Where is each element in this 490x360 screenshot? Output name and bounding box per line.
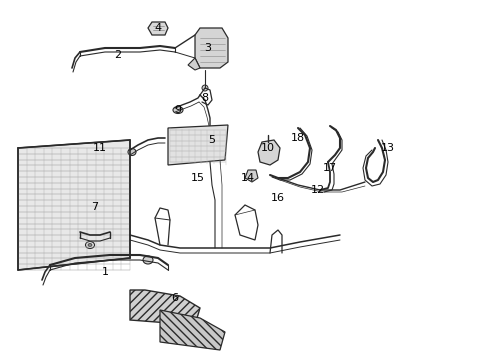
Text: 10: 10 xyxy=(261,143,275,153)
Text: 5: 5 xyxy=(209,135,216,145)
Polygon shape xyxy=(148,22,168,35)
Polygon shape xyxy=(18,140,130,270)
Text: 2: 2 xyxy=(115,50,122,60)
Text: 17: 17 xyxy=(323,163,337,173)
Text: 6: 6 xyxy=(172,293,178,303)
Polygon shape xyxy=(245,170,258,182)
Ellipse shape xyxy=(143,256,153,264)
Ellipse shape xyxy=(128,149,136,156)
Ellipse shape xyxy=(88,243,92,247)
Text: 18: 18 xyxy=(291,133,305,143)
Text: 7: 7 xyxy=(92,202,98,212)
Polygon shape xyxy=(168,125,228,165)
Polygon shape xyxy=(160,310,225,350)
Polygon shape xyxy=(195,28,228,68)
Ellipse shape xyxy=(173,107,183,113)
Text: 16: 16 xyxy=(271,193,285,203)
Polygon shape xyxy=(258,140,280,165)
Text: 15: 15 xyxy=(191,173,205,183)
Text: 13: 13 xyxy=(381,143,395,153)
Text: 4: 4 xyxy=(154,23,162,33)
Text: 14: 14 xyxy=(241,173,255,183)
Text: 11: 11 xyxy=(93,143,107,153)
Polygon shape xyxy=(188,58,200,70)
Text: 8: 8 xyxy=(201,93,209,103)
Text: 9: 9 xyxy=(174,105,182,115)
Polygon shape xyxy=(130,290,200,325)
Ellipse shape xyxy=(202,85,208,91)
Text: 1: 1 xyxy=(101,267,108,277)
Text: 3: 3 xyxy=(204,43,212,53)
Text: 12: 12 xyxy=(311,185,325,195)
